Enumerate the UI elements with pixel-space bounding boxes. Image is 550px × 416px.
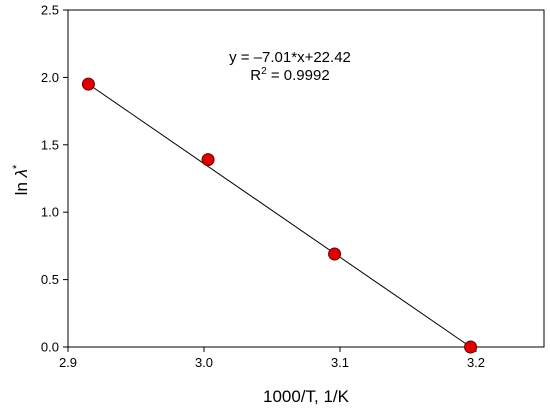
y-tick-label: 0.0 (41, 340, 59, 355)
y-tick-label: 1.0 (41, 205, 59, 220)
x-tick-label: 3.0 (195, 355, 213, 370)
data-points (81, 77, 478, 354)
y-axis-superscript: * (11, 164, 23, 169)
data-point (464, 340, 478, 354)
data-point (201, 153, 215, 167)
y-tick-label: 1.5 (41, 137, 59, 152)
r-squared-prefix: R (250, 67, 261, 84)
plot-frame (67, 9, 545, 348)
y-axis-prefix: ln (12, 177, 31, 195)
y-axis-symbol: λ (12, 169, 31, 178)
r-squared-exponent: 2 (261, 66, 267, 77)
regression-line (88, 83, 471, 348)
r-squared-label: R2 = 0.9992 (250, 66, 329, 84)
x-axis-title: 1000/T, 1/K (263, 387, 350, 406)
y-tick-label: 0.5 (41, 272, 59, 287)
data-point (81, 77, 95, 91)
equation-label: y = –7.01*x+22.42 (229, 49, 351, 66)
x-tick-label: 3.2 (467, 355, 485, 370)
y-axis-title: ln λ* (11, 164, 31, 195)
axis-ticks: 2.9 3.0 3.1 3.2 0.0 0.5 1.0 1.5 2.0 2.5 (41, 3, 485, 371)
data-point (328, 247, 342, 261)
y-tick-label: 2.5 (41, 3, 59, 18)
r-squared-value: = 0.9992 (267, 67, 330, 84)
x-tick-label: 3.1 (331, 355, 349, 370)
y-tick-label: 2.0 (41, 70, 59, 85)
x-tick-label: 2.9 (59, 355, 77, 370)
